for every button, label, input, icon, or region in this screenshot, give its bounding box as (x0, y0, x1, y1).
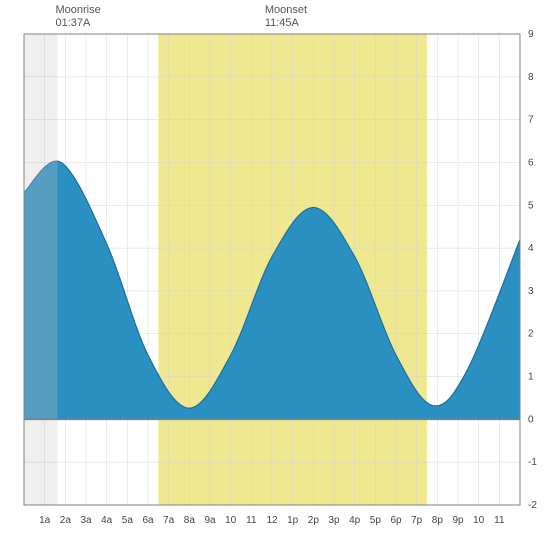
x-tick-label: 10 (225, 515, 237, 526)
y-tick-label: 8 (528, 72, 534, 83)
moonset-time: 11:45A (265, 17, 307, 30)
x-tick-label: 3p (328, 515, 340, 526)
y-tick-label: 7 (528, 115, 534, 126)
y-tick-label: 0 (528, 414, 534, 425)
x-tick-label: 8a (184, 515, 196, 526)
chart-svg: 1a2a3a4a5a6a7a8a9a1011121p2p3p4p5p6p7p8p… (0, 0, 550, 550)
x-tick-label: 9a (204, 515, 216, 526)
x-tick-label: 2p (308, 515, 320, 526)
x-tick-label: 12 (266, 515, 278, 526)
y-tick-label: -1 (528, 457, 537, 468)
y-tick-label: -2 (528, 500, 537, 511)
moonrise-time: 01:37A (55, 17, 100, 30)
x-tick-label: 4p (349, 515, 361, 526)
y-tick-label: 3 (528, 286, 534, 297)
x-tick-label: 1p (287, 515, 299, 526)
y-tick-label: 9 (528, 29, 534, 40)
x-tick-label: 4a (101, 515, 113, 526)
x-tick-label: 3a (80, 515, 92, 526)
moonset-label: Moonset 11:45A (265, 4, 307, 30)
tide-chart: { "chart": { "type": "area", "width": 55… (0, 0, 550, 550)
moonset-title: Moonset (265, 4, 307, 17)
moonrise-label: Moonrise 01:37A (55, 4, 100, 30)
x-tick-label: 1a (39, 515, 51, 526)
x-tick-label: 9p (452, 515, 464, 526)
x-tick-label: 11 (246, 515, 257, 526)
y-tick-label: 5 (528, 200, 534, 211)
x-tick-label: 7p (411, 515, 423, 526)
x-tick-label: 5a (122, 515, 134, 526)
x-tick-label: 11 (494, 515, 505, 526)
x-tick-label: 5p (370, 515, 382, 526)
y-tick-label: 2 (528, 329, 534, 340)
x-tick-label: 6p (390, 515, 402, 526)
x-tick-label: 2a (60, 515, 72, 526)
x-tick-label: 10 (473, 515, 485, 526)
x-tick-label: 8p (432, 515, 444, 526)
y-tick-label: 1 (528, 372, 534, 383)
y-tick-label: 6 (528, 157, 534, 168)
y-tick-label: 4 (528, 243, 534, 254)
x-tick-label: 6a (142, 515, 154, 526)
x-tick-label: 7a (163, 515, 175, 526)
moonrise-title: Moonrise (55, 4, 100, 17)
